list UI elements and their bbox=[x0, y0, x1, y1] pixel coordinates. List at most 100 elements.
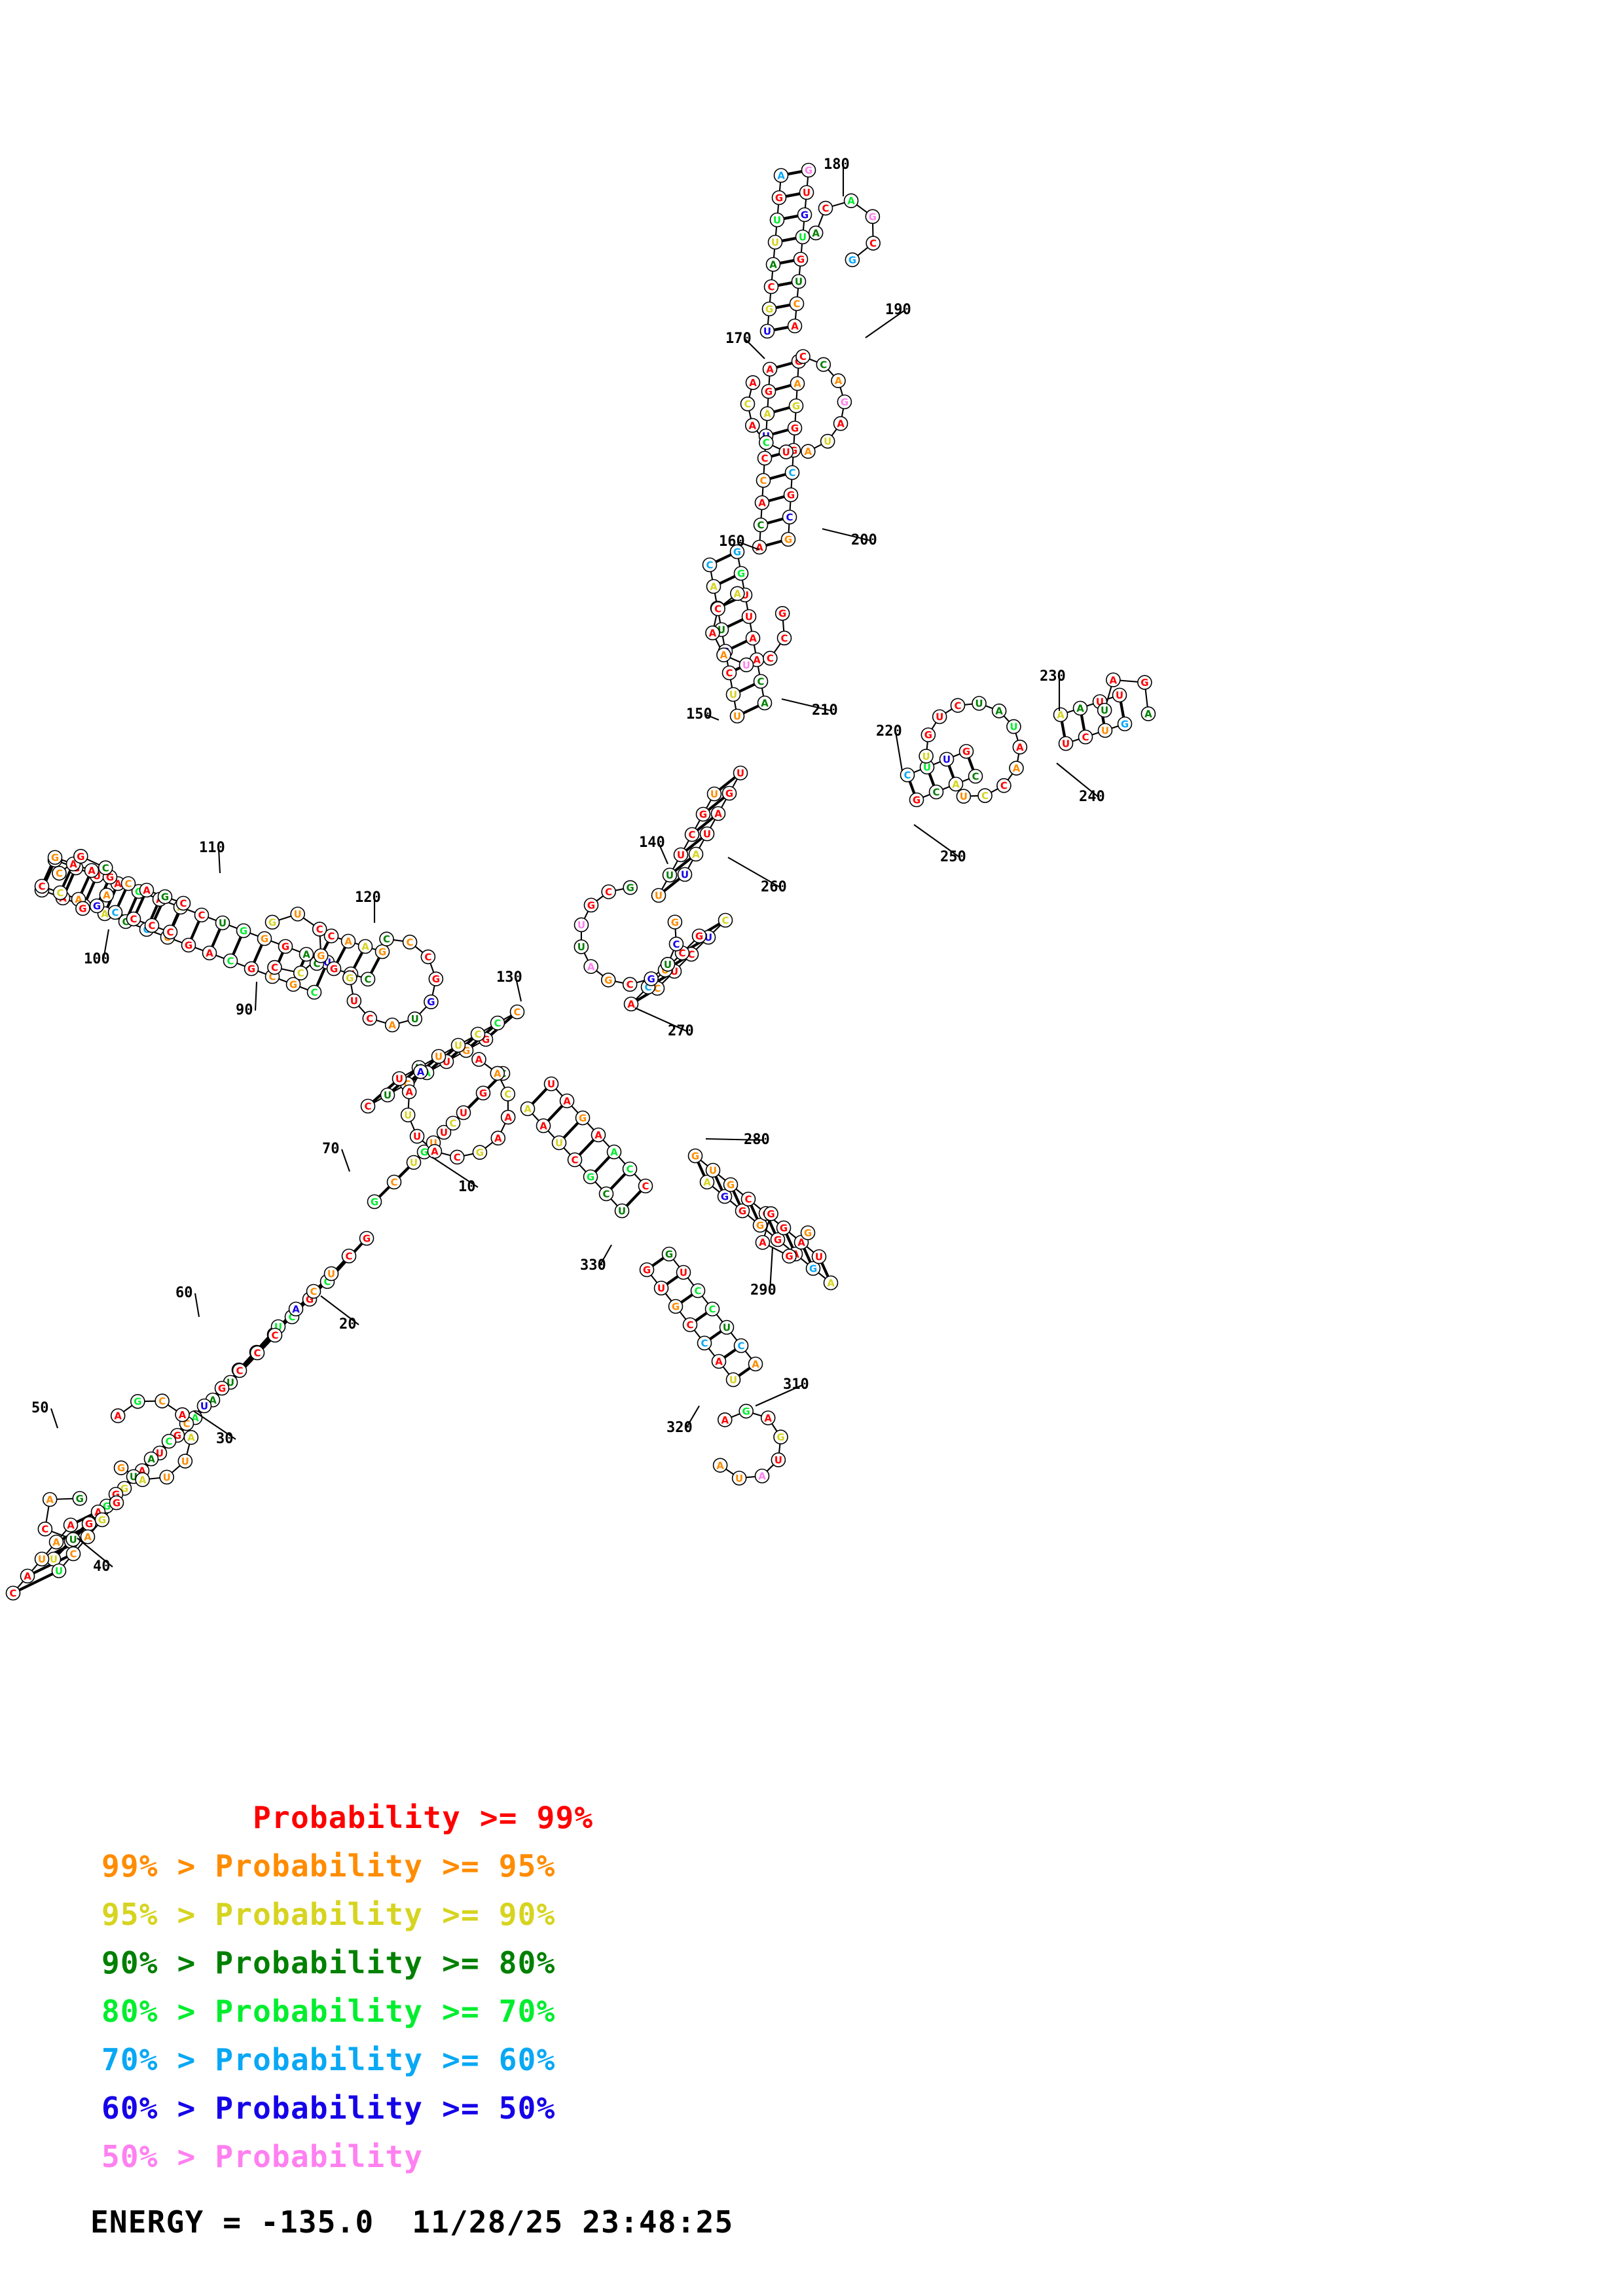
nucleotide-c: C bbox=[161, 1433, 177, 1449]
nucleotide-c: C bbox=[866, 236, 881, 251]
nucleotide-circle bbox=[843, 193, 859, 209]
nucleotide-u: U bbox=[778, 444, 794, 459]
nucleotide-u: U bbox=[614, 1203, 630, 1219]
nucleotide-letter: G bbox=[776, 1431, 784, 1443]
nucleotide-g: G bbox=[667, 914, 683, 930]
nucleotide-circle bbox=[424, 994, 439, 1010]
nucleotide-circle bbox=[456, 1105, 471, 1121]
nucleotide-circle bbox=[236, 923, 251, 939]
nucleotide-circle bbox=[729, 708, 745, 724]
nucleotide-c: C bbox=[223, 953, 238, 969]
nucleotide-letter: U bbox=[936, 711, 943, 723]
nucleotide-circle bbox=[729, 544, 745, 560]
nucleotide-letter: C bbox=[799, 351, 807, 363]
nucleotide-letter: C bbox=[271, 1330, 278, 1342]
nucleotide-circle bbox=[921, 727, 936, 743]
nucleotide-letter: A bbox=[756, 542, 763, 554]
nucleotide-letter: U bbox=[1101, 725, 1109, 737]
nucleotide-letter: C bbox=[148, 920, 155, 932]
nucleotide-letter: A bbox=[758, 497, 766, 509]
nucleotide-circle bbox=[48, 1534, 64, 1550]
nucleotide-g: G bbox=[583, 897, 599, 913]
nucleotide-g: G bbox=[1137, 675, 1152, 690]
nucleotide-u: U bbox=[651, 888, 666, 903]
nucleotide-c: C bbox=[52, 885, 68, 901]
nucleotide-g: G bbox=[687, 1148, 703, 1164]
nucleotide-c: C bbox=[175, 895, 191, 911]
nucleotide-c: C bbox=[638, 1178, 653, 1194]
nucleotide-circle bbox=[175, 1407, 190, 1422]
nucleotide-u: U bbox=[409, 1128, 425, 1144]
nucleotide-circle bbox=[144, 918, 160, 933]
nucleotide-u: U bbox=[159, 1469, 175, 1485]
position-tick-label: 190 bbox=[885, 302, 911, 318]
nucleotide-u: U bbox=[400, 1107, 416, 1122]
nucleotide-letter: U bbox=[55, 1566, 63, 1577]
nucleotide-letter: A bbox=[721, 1414, 729, 1426]
nucleotide-circle bbox=[623, 996, 639, 1012]
backbone-segment bbox=[193, 1410, 236, 1440]
nucleotide-circle bbox=[359, 1230, 374, 1246]
nucleotide-c: C bbox=[360, 1098, 376, 1114]
nucleotide-letter: G bbox=[1121, 719, 1129, 730]
nucleotide-letter: U bbox=[775, 1454, 782, 1466]
nucleotide-circle bbox=[402, 935, 418, 950]
nucleotide-circle bbox=[818, 200, 833, 216]
nucleotide-c: C bbox=[816, 357, 831, 372]
nucleotide-circle bbox=[63, 1517, 79, 1533]
nucleotide-circle bbox=[731, 1471, 747, 1486]
nucleotide-circle bbox=[865, 209, 881, 224]
nucleotide-circle bbox=[688, 846, 704, 862]
nucleotide-c: C bbox=[718, 912, 733, 928]
backbone-segment bbox=[913, 824, 960, 858]
backbone-segment bbox=[658, 842, 668, 865]
nucleotide-circle bbox=[135, 1472, 150, 1488]
nucleotide-letter: A bbox=[67, 1520, 75, 1532]
nucleotide-circle bbox=[739, 1403, 754, 1419]
nucleotide-u: U bbox=[1097, 702, 1112, 718]
nucleotide-letter: C bbox=[972, 771, 979, 783]
nucleotide-circle bbox=[196, 1398, 212, 1414]
nucleotide-circle bbox=[690, 1283, 706, 1299]
nucleotide-a: A bbox=[288, 1301, 304, 1317]
nucleotide-g: G bbox=[801, 162, 816, 178]
nucleotide-a: A bbox=[744, 418, 760, 433]
nucleotide-letter: U bbox=[618, 1206, 626, 1217]
position-tick-label: 210 bbox=[812, 702, 838, 719]
nucleotide-letter: C bbox=[694, 1285, 701, 1297]
nucleotide-circle bbox=[759, 323, 775, 339]
nucleotide-g: G bbox=[770, 1232, 786, 1247]
nucleotide-circle bbox=[770, 1232, 786, 1247]
nucleotide-letter: C bbox=[786, 512, 793, 524]
nucleotide-c: C bbox=[704, 1301, 720, 1317]
nucleotide-letter: G bbox=[780, 1223, 788, 1234]
nucleotide-a: A bbox=[705, 625, 720, 641]
nucleotide-a: A bbox=[808, 225, 824, 241]
nucleotide-letter: A bbox=[847, 195, 855, 207]
nucleotide-circle bbox=[244, 961, 259, 977]
nucleotide-circle bbox=[5, 1585, 21, 1601]
nucleotide-g: G bbox=[81, 1516, 97, 1532]
nucleotide-a: A bbox=[1009, 761, 1024, 776]
nucleotide-circle bbox=[761, 301, 777, 317]
nucleotide-u: U bbox=[956, 789, 972, 804]
nucleotide-circle bbox=[756, 473, 771, 488]
nucleotide-u: U bbox=[725, 687, 741, 702]
nucleotide-circle bbox=[622, 977, 638, 992]
nucleotide-circle bbox=[799, 185, 814, 200]
nucleotide-letter: C bbox=[767, 281, 775, 293]
nucleotide-u: U bbox=[456, 1105, 471, 1121]
nucleotide-c: C bbox=[740, 396, 756, 412]
nucleotide-letter: C bbox=[513, 1007, 520, 1018]
nucleotide-c: C bbox=[490, 1015, 505, 1031]
nucleotide-g: G bbox=[428, 971, 444, 986]
nucleotide-u: U bbox=[919, 748, 934, 764]
nucleotide-letter: C bbox=[744, 399, 751, 410]
nucleotide-circle bbox=[1140, 706, 1156, 721]
nucleotide-letter: A bbox=[837, 418, 845, 430]
nucleotide-circle bbox=[420, 949, 436, 965]
nucleotide-letter: U bbox=[922, 751, 930, 762]
nucleotide-letter: U bbox=[555, 1138, 563, 1149]
nucleotide-g: G bbox=[845, 252, 860, 268]
nucleotide-c: C bbox=[120, 876, 136, 891]
